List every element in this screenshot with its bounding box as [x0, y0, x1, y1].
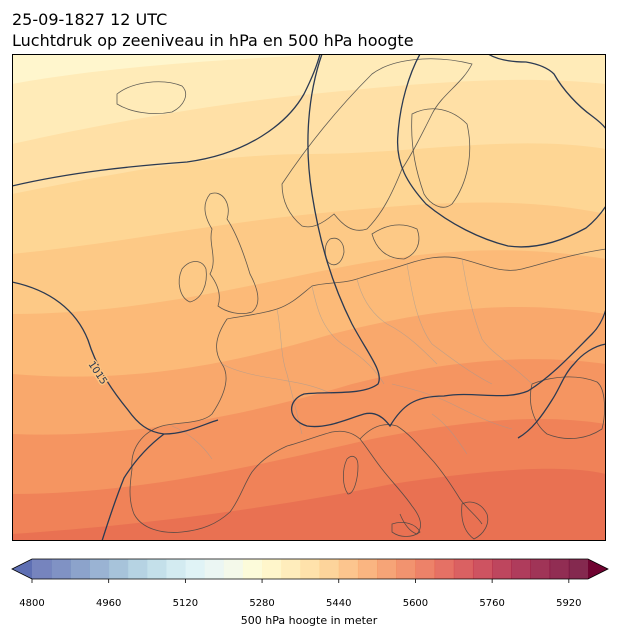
colorbar-tick-label: 5120 — [172, 598, 199, 609]
map-frame — [12, 54, 606, 541]
colorbar-tick-label: 4960 — [95, 598, 122, 609]
colorbar-tick-label: 4800 — [19, 598, 45, 609]
colorbar-cell — [357, 559, 378, 579]
map-datetime: 25-09-1827 12 UTC — [12, 10, 168, 29]
isobars — [12, 54, 606, 541]
colorbar-cell — [242, 559, 263, 579]
colorbar-cell — [338, 559, 359, 579]
colorbar-cell — [319, 559, 340, 579]
colorbar-tick-label: 5760 — [479, 598, 505, 609]
colorbar-cell — [166, 559, 186, 579]
colorbar-cell — [32, 559, 52, 579]
colorbar-cell — [377, 559, 397, 579]
colorbar-cell — [530, 559, 551, 579]
colorbar-cell — [511, 559, 531, 579]
colorbar — [11, 558, 609, 583]
colorbar-cell — [185, 559, 206, 579]
colorbar-cell — [415, 559, 436, 579]
colorbar-tick-label: 5440 — [326, 598, 352, 609]
colorbar-cell — [147, 559, 167, 579]
height-band — [12, 468, 606, 541]
colorbar-cell — [549, 559, 570, 579]
colorbar-cell — [262, 559, 282, 579]
weather-map: 1015 — [12, 54, 606, 541]
colorbar-min-extension — [12, 559, 32, 579]
colorbar-cell — [281, 559, 301, 579]
country-borders — [171, 258, 533, 460]
colorbar-tick-label: 5920 — [556, 598, 582, 609]
coastlines — [116, 58, 606, 540]
colorbar-cell — [70, 559, 91, 579]
colorbar-label: 500 hPa hoogte in meter — [240, 614, 378, 627]
colorbar-cell — [223, 559, 244, 579]
colorbar-cell — [300, 559, 321, 579]
colorbar-cell — [472, 559, 493, 579]
colorbar-cell — [51, 559, 71, 579]
colorbar-cell — [434, 559, 455, 579]
colorbar-cell — [89, 559, 110, 579]
colorbar-tick-marks — [31, 579, 570, 583]
colorbar-cells — [32, 559, 589, 579]
colorbar-cell — [204, 559, 225, 579]
colorbar-tick-label: 5600 — [402, 598, 429, 609]
colorbar-cell — [453, 559, 474, 579]
colorbar-max-extension — [588, 559, 608, 579]
colorbar-cell — [568, 559, 589, 579]
map-title: Luchtdruk op zeeniveau in hPa en 500 hPa… — [12, 31, 414, 50]
colorbar-cell — [127, 559, 148, 579]
colorbar-cell — [492, 559, 512, 579]
colorbar-cell — [396, 559, 416, 579]
colorbar-cell — [108, 559, 129, 579]
colorbar-tick-label: 5280 — [249, 598, 275, 609]
